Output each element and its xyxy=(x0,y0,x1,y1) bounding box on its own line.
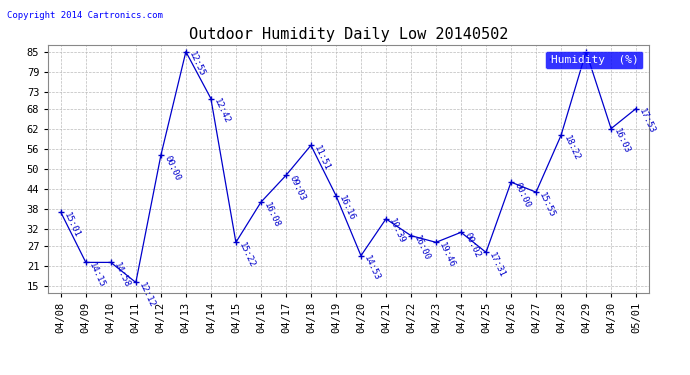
Text: 10:39: 10:39 xyxy=(387,217,407,246)
Text: 12:12: 12:12 xyxy=(137,281,157,309)
Text: 17:31: 17:31 xyxy=(487,251,507,279)
Text: 11:51: 11:51 xyxy=(313,144,332,172)
Text: 12:55: 12:55 xyxy=(187,50,207,78)
Text: 12:42: 12:42 xyxy=(213,97,232,125)
Text: 15:55: 15:55 xyxy=(538,191,557,219)
Text: 15:01: 15:01 xyxy=(62,211,81,239)
Text: 16:16: 16:16 xyxy=(337,194,357,222)
Text: 16:00: 16:00 xyxy=(413,234,432,262)
Text: 18:22: 18:22 xyxy=(562,134,582,162)
Text: 14:58: 14:58 xyxy=(112,261,132,289)
Text: 14:53: 14:53 xyxy=(362,254,382,282)
Title: Outdoor Humidity Daily Low 20140502: Outdoor Humidity Daily Low 20140502 xyxy=(189,27,508,42)
Text: 09:03: 09:03 xyxy=(287,174,307,202)
Text: 16:08: 16:08 xyxy=(262,201,282,229)
Text: 17:53: 17:53 xyxy=(638,107,657,135)
Text: Copyright 2014 Cartronics.com: Copyright 2014 Cartronics.com xyxy=(7,11,163,20)
Text: 16:03: 16:03 xyxy=(613,127,632,155)
Text: 00:00: 00:00 xyxy=(162,154,181,182)
Legend: Humidity  (%): Humidity (%) xyxy=(545,51,643,69)
Text: 15:22: 15:22 xyxy=(237,241,257,269)
Text: 00:00: 00:00 xyxy=(513,181,532,209)
Text: 19:46: 19:46 xyxy=(437,241,457,269)
Text: 00:02: 00:02 xyxy=(462,231,482,259)
Text: 14:15: 14:15 xyxy=(87,261,107,289)
